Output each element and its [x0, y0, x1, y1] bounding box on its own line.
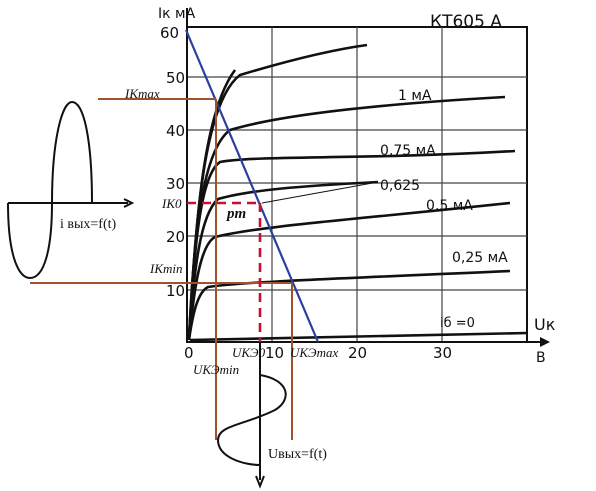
curve-ib0 [189, 331, 528, 342]
y-tick-40: 40 [166, 122, 185, 140]
label-ik-min: IKmin [149, 261, 183, 276]
curve-label-ib0: iб =0 [440, 316, 475, 331]
label-i-out: i вых=f(t) [60, 217, 117, 232]
current-sine [7, 100, 93, 280]
label-ik0: IK0 [161, 196, 182, 211]
label-uke0: UKЭ0 [232, 345, 266, 360]
curve-0625 [187, 180, 379, 341]
x-tick-10: 10 [265, 344, 284, 362]
label-ik-max: IKmax [124, 86, 160, 101]
y-tick-20: 20 [166, 228, 185, 246]
x-tick-30: 30 [433, 344, 452, 362]
leader-line [261, 181, 379, 204]
operating-point-lines [187, 201, 262, 342]
x-axis-unit-b: В [536, 350, 546, 366]
label-u-out: Uвых=f(t) [268, 447, 327, 462]
curve-label-075: 0,75 мА [380, 143, 436, 159]
x-tick-20: 20 [348, 344, 367, 362]
x-tick-0: 0 [184, 344, 194, 362]
output-voltage-wave [216, 342, 287, 489]
curve-label-05: 0,5 мА [426, 198, 473, 214]
label-uke-max: UKЭmax [290, 345, 338, 360]
time-arrow-current [123, 198, 135, 208]
output-current-wave [7, 100, 135, 280]
chart-title: КТ605 А [430, 12, 502, 32]
label-pm: pm [225, 206, 246, 222]
label-uke-min: UKЭmin [193, 362, 239, 377]
time-arrow-voltage [255, 475, 265, 489]
curve-075 [187, 149, 516, 341]
voltage-sine [216, 374, 287, 466]
grid [187, 27, 527, 342]
y-tick-60: 60 [160, 24, 179, 42]
curve-label-025: 0,25 мА [452, 250, 508, 266]
load-line [184, 29, 320, 343]
y-axis-unit: Iк мА [158, 6, 196, 22]
curve-label-0625: 0,625 [380, 178, 420, 194]
y-tick-30: 30 [166, 175, 185, 193]
curve-label-1ma: 1 мА [398, 88, 432, 104]
characteristic-curves [187, 43, 528, 342]
x-axis-unit: Uк [534, 315, 556, 334]
y-tick-50: 50 [166, 69, 185, 87]
y-tick-10: 10 [166, 282, 185, 300]
x-axis-arrow [540, 337, 550, 347]
curve-high2 [187, 43, 368, 341]
